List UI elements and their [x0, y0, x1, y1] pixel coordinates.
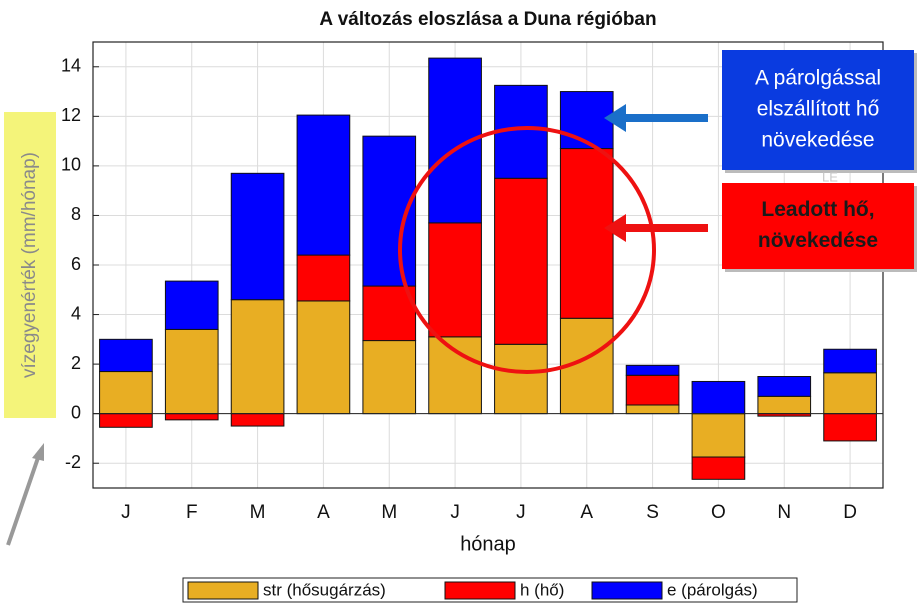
- y-tick-label: 2: [71, 353, 81, 373]
- bar-segment: [758, 377, 811, 397]
- legend-label: str (hősugárzás): [263, 580, 386, 599]
- legend-swatch: [592, 582, 662, 599]
- bar-segment: [495, 344, 548, 413]
- legend: str (hősugárzás) h (hő) e (párolgás): [183, 578, 797, 602]
- bar-segment: [363, 341, 416, 414]
- bar-segment: [429, 223, 482, 337]
- x-tick-label: M: [250, 502, 266, 523]
- x-tick-label: M: [381, 502, 397, 523]
- bar-segment: [560, 149, 613, 319]
- bar-segment: [231, 173, 284, 299]
- bar-segment: [100, 339, 153, 371]
- pointer-arrow: [8, 452, 40, 545]
- annotation-text: LE: [822, 169, 838, 184]
- y-tick-label: 0: [71, 402, 81, 422]
- bar-segment: [758, 396, 811, 413]
- y-tick-label: 4: [71, 303, 81, 323]
- annotation-text: Leadott hő,: [761, 198, 874, 221]
- bar-segment: [692, 457, 745, 479]
- bar-segment: [626, 375, 679, 405]
- legend-label: h (hő): [520, 580, 564, 599]
- x-axis-label: hónap: [460, 533, 516, 555]
- y-tick-label: 6: [71, 254, 81, 274]
- bar-segment: [560, 92, 613, 149]
- x-tick-label: D: [843, 502, 857, 523]
- x-tick-label: J: [450, 502, 460, 523]
- legend-label: e (párolgás): [667, 580, 758, 599]
- annotation-text: növekedése: [761, 129, 874, 152]
- x-tick-label: F: [186, 502, 198, 523]
- annotation-text: A párolgással: [755, 67, 881, 90]
- chart: vízegyenérték (mm/hónap) A változás elos…: [0, 0, 917, 603]
- bar-segment: [692, 381, 745, 413]
- bar-segment: [692, 414, 745, 457]
- bar-segment: [100, 414, 153, 428]
- bar-segment: [297, 301, 350, 414]
- pointer-arrow-head: [32, 443, 44, 461]
- annotation-box: [722, 183, 914, 269]
- x-tick-label: S: [646, 502, 659, 523]
- y-axis-label: vízegyenérték (mm/hónap): [19, 152, 40, 378]
- annotation-text: elszállított hő: [757, 98, 880, 121]
- bar-segment: [824, 349, 877, 373]
- x-tick-label: A: [317, 502, 330, 523]
- bar-segment: [495, 178, 548, 344]
- chart-title: A változás eloszlása a Duna régióban: [319, 9, 656, 30]
- bar-segment: [100, 372, 153, 414]
- bar-segment: [824, 414, 877, 441]
- x-tick-label: N: [777, 502, 791, 523]
- legend-swatch: [445, 582, 515, 599]
- y-tick-label: 8: [71, 204, 81, 224]
- y-tick-label: 12: [61, 105, 81, 125]
- bar-segment: [165, 281, 218, 329]
- bar-segment: [165, 329, 218, 413]
- bar-segment: [626, 405, 679, 414]
- y-tick-label: 14: [61, 56, 81, 76]
- bar-segment: [824, 373, 877, 414]
- bar-segment: [626, 365, 679, 375]
- y-tick-label: -2: [65, 452, 81, 472]
- bar-segment: [231, 414, 284, 426]
- legend-swatch: [188, 582, 258, 599]
- annotation-text: növekedése: [758, 229, 878, 252]
- x-tick-label: O: [711, 502, 726, 523]
- x-tick-label: J: [121, 502, 131, 523]
- x-tick-label: J: [516, 502, 526, 523]
- bar-segment: [297, 255, 350, 301]
- x-tick-label: A: [580, 502, 593, 523]
- bar-segment: [297, 115, 350, 255]
- y-tick-label: 10: [61, 155, 81, 175]
- bar-segment: [165, 414, 218, 420]
- bar-segment: [231, 300, 284, 414]
